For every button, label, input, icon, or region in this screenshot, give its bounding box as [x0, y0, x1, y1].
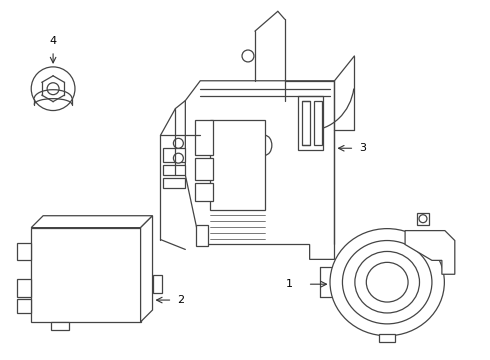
Bar: [17, 279, 31, 297]
Text: 1: 1: [286, 279, 293, 289]
Bar: [164, 165, 185, 175]
Circle shape: [31, 67, 75, 111]
Ellipse shape: [330, 229, 444, 336]
Ellipse shape: [355, 251, 419, 313]
Text: 4: 4: [49, 36, 57, 46]
Polygon shape: [141, 216, 152, 322]
Circle shape: [173, 138, 183, 148]
Circle shape: [242, 50, 254, 62]
Bar: [196, 121, 213, 155]
Bar: [196, 158, 213, 180]
Bar: [298, 96, 322, 150]
Bar: [17, 243, 31, 260]
Bar: [210, 121, 265, 210]
Ellipse shape: [258, 135, 272, 155]
Bar: [314, 100, 321, 145]
Bar: [31, 228, 141, 322]
Circle shape: [173, 153, 183, 163]
Bar: [17, 299, 31, 313]
Ellipse shape: [367, 262, 408, 302]
Bar: [417, 213, 429, 225]
Bar: [196, 225, 208, 247]
Bar: [302, 100, 310, 145]
Circle shape: [419, 215, 427, 223]
Bar: [152, 275, 163, 293]
Bar: [164, 148, 185, 162]
Bar: [196, 183, 213, 201]
Bar: [51, 322, 69, 330]
Text: 2: 2: [177, 295, 185, 305]
Bar: [164, 178, 185, 188]
Polygon shape: [405, 231, 455, 274]
Circle shape: [47, 83, 59, 95]
Polygon shape: [31, 216, 152, 228]
Bar: [379, 334, 395, 342]
Ellipse shape: [343, 240, 432, 324]
Text: 3: 3: [359, 143, 367, 153]
Polygon shape: [185, 81, 335, 260]
